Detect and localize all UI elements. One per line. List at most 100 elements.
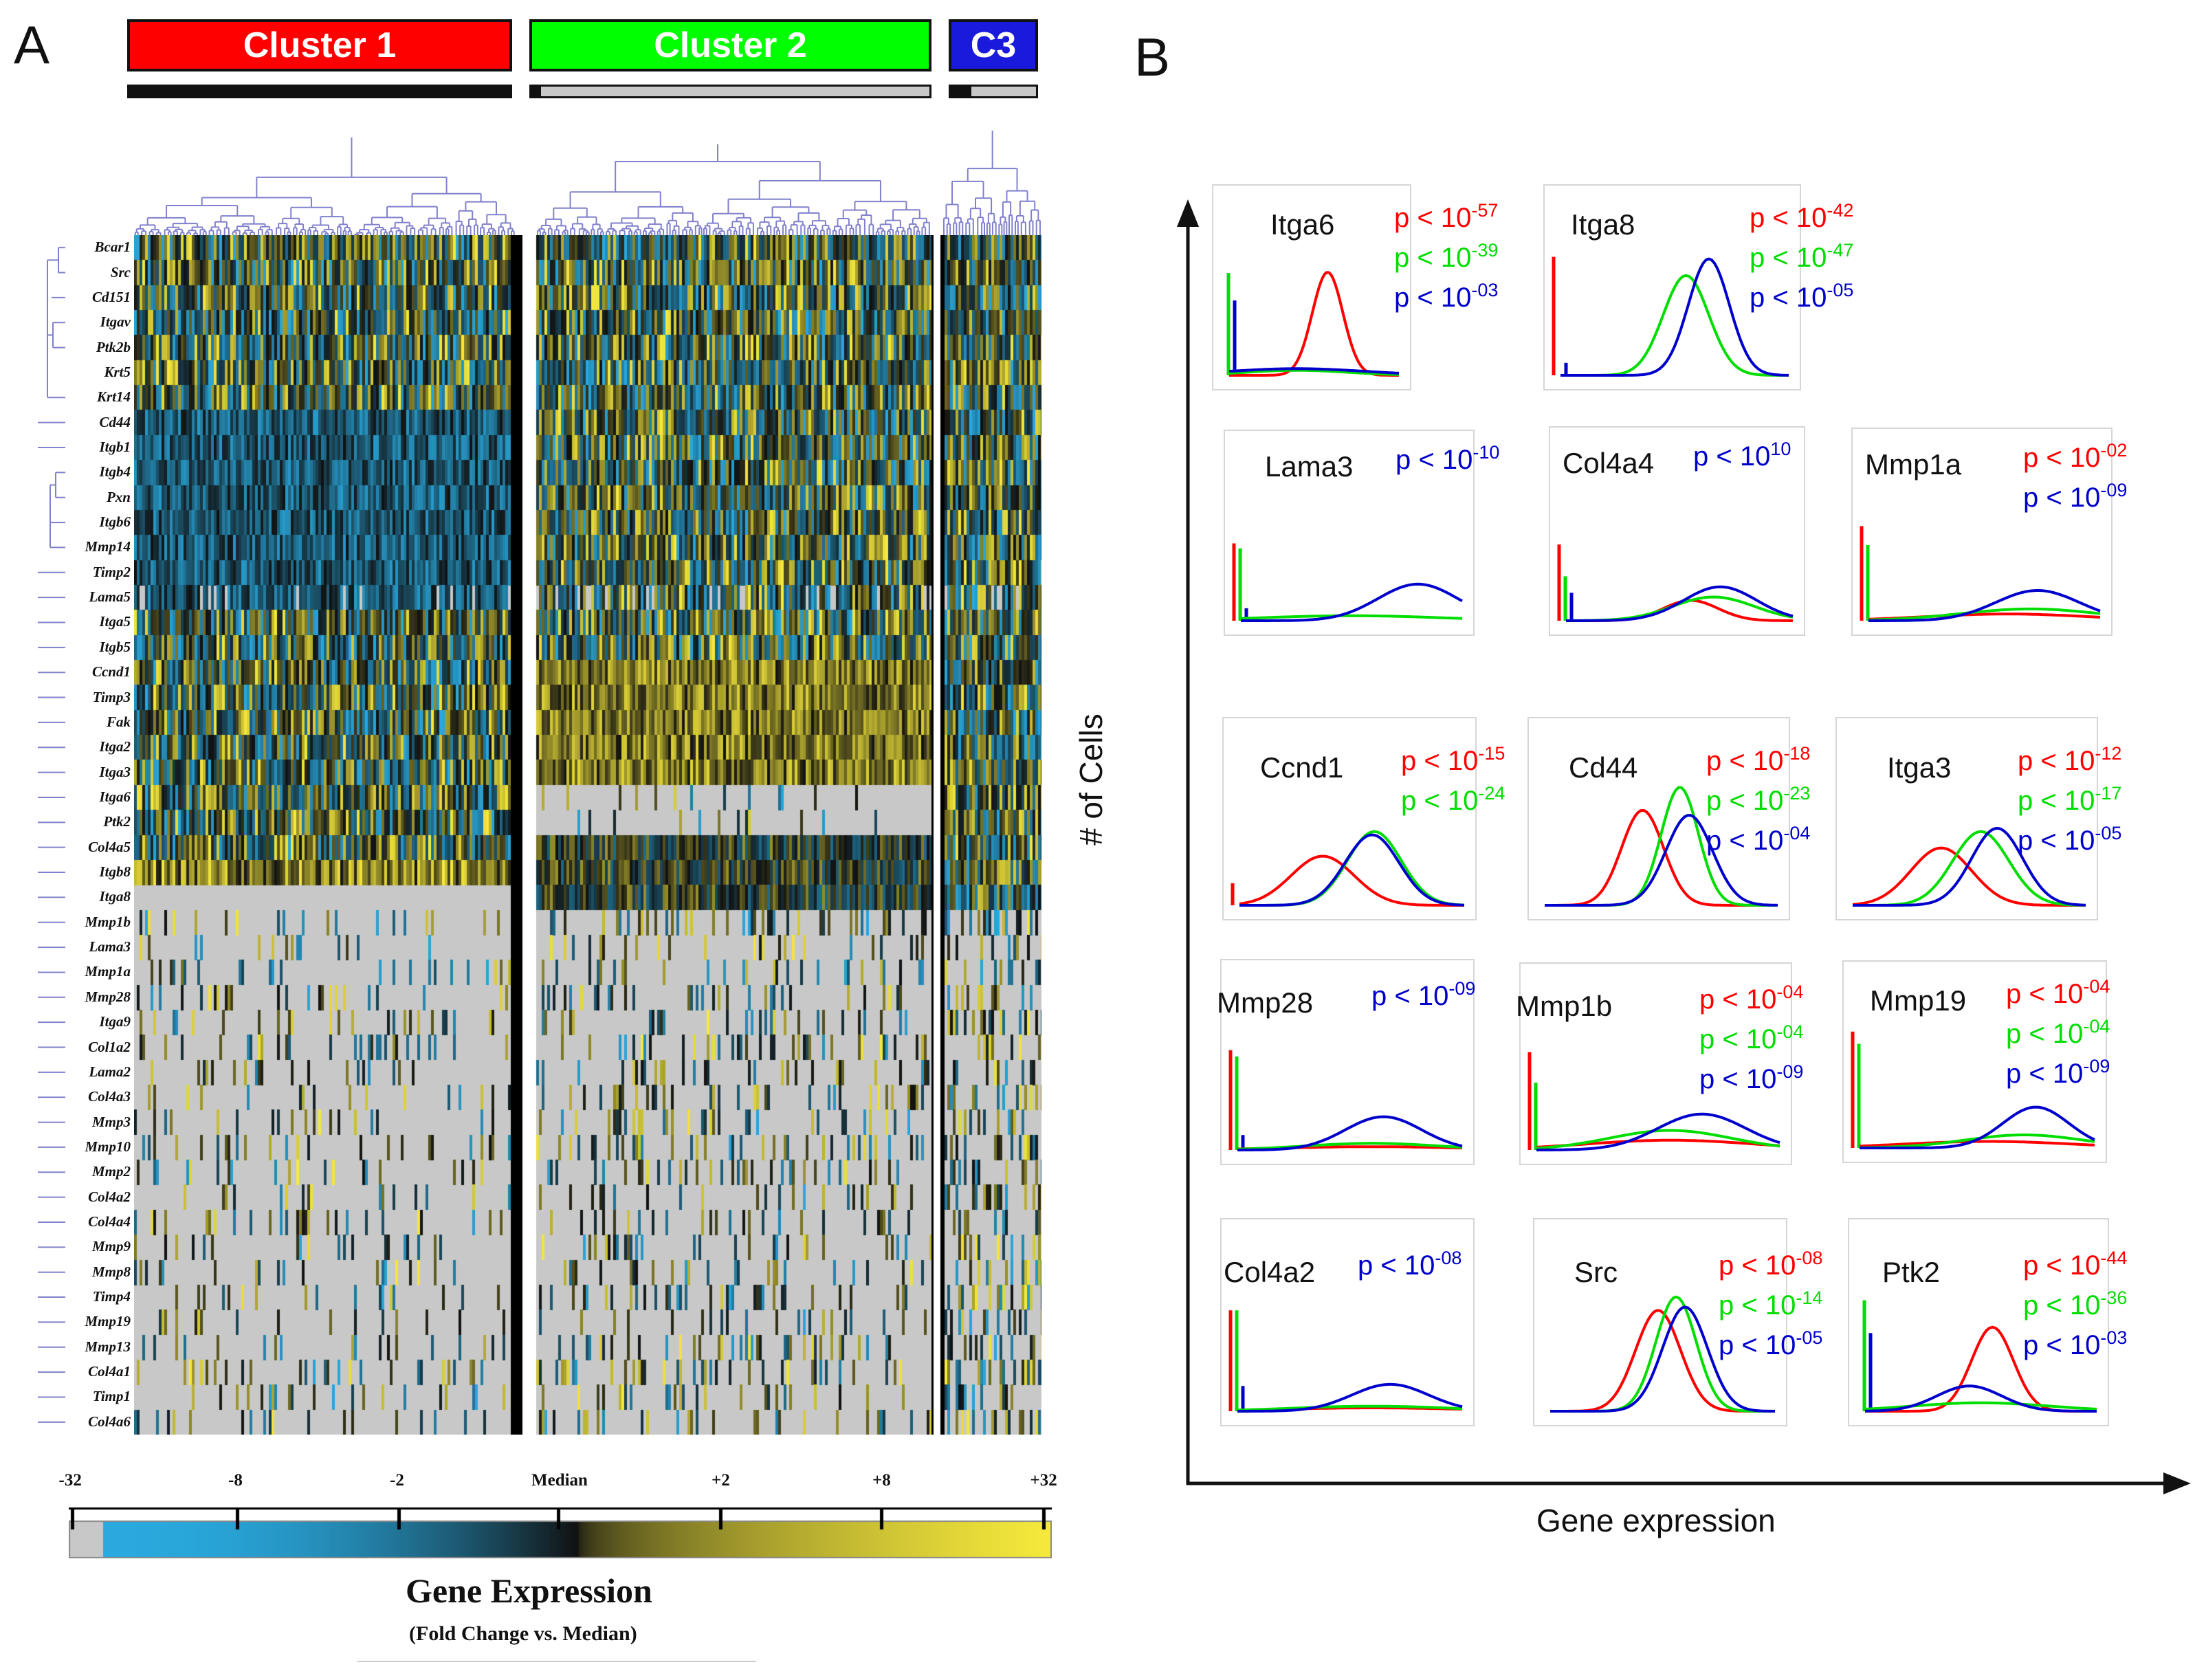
histogram-mmp1b <box>1519 962 1792 1165</box>
histogram-gene-label: Col4a2 <box>1224 1256 1316 1288</box>
histogram-plot <box>1228 1050 1463 1151</box>
gene-label: Cd44 <box>99 413 131 430</box>
density-curve <box>1229 271 1399 377</box>
gene-label: Timp1 <box>92 1388 131 1405</box>
cluster-3-membership-bar <box>949 85 1038 98</box>
gene-label: Timp3 <box>92 688 131 705</box>
histogram-mmp28 <box>1220 959 1475 1165</box>
histogram-gene-label: Mmp1a <box>1865 448 1962 480</box>
gene-label: Itga6 <box>99 788 131 805</box>
density-curve <box>1566 585 1794 622</box>
density-curve <box>1865 1325 2097 1413</box>
p-value-label: p < 10-08 <box>1358 1248 1462 1281</box>
histogram-gene-label: Mmp28 <box>1217 986 1314 1019</box>
gene-label: Col4a4 <box>88 1213 131 1230</box>
gene-label: Col4a5 <box>88 838 131 855</box>
p-value-label: p < 10-03 <box>1394 280 1499 313</box>
column-dendrogram <box>134 131 1041 237</box>
gene-label: Mmp3 <box>91 1113 131 1130</box>
gene-label: Itgb8 <box>99 863 131 881</box>
p-value-label: p < 10-10 <box>1396 442 1500 475</box>
histogram-plot <box>1862 1300 2097 1413</box>
p-value-label: p < 10-23 <box>1706 783 1811 816</box>
gene-label: Mmp19 <box>85 1313 131 1330</box>
cluster-1-membership-bar <box>127 85 512 98</box>
p-value-label: p < 10-05 <box>1750 280 1854 313</box>
gene-label: Itgb5 <box>99 638 131 655</box>
histogram-itga6 <box>1212 184 1411 390</box>
density-curve <box>1536 1129 1780 1150</box>
p-value-label: p < 10-04 <box>2006 976 2110 1009</box>
gene-label: Mmp2 <box>91 1163 131 1180</box>
histogram-plot <box>1851 1031 2095 1149</box>
density-curve <box>1545 808 1778 907</box>
p-value-label: p < 10-03 <box>2023 1327 2128 1360</box>
density-curve <box>1852 846 2086 907</box>
colorbar-tick-label: -8 <box>228 1471 243 1490</box>
p-value-label: p < 10-14 <box>1719 1287 1823 1320</box>
p-value-label: p < 10-04 <box>1706 823 1811 856</box>
histogram-col4a4 <box>1549 426 1805 636</box>
gene-label: Mmp14 <box>85 538 131 555</box>
gene-label: Col4a1 <box>88 1363 131 1380</box>
density-curve <box>1550 1305 1775 1413</box>
gene-label: Krt5 <box>104 363 131 380</box>
histogram-ccnd1 <box>1222 717 1477 920</box>
gene-label: Lama2 <box>89 1063 131 1080</box>
p-value-label: p < 10-47 <box>1750 240 1854 273</box>
histogram-gene-label: Mmp1b <box>1516 990 1613 1022</box>
histogram-mmp1a <box>1851 428 2113 636</box>
gene-label: Pxn <box>106 488 131 505</box>
histogram-plot <box>1860 526 2101 622</box>
gene-label: Timp4 <box>92 1288 131 1305</box>
cluster-2-header: Cluster 2 <box>529 19 931 71</box>
p-value-label: p < 10-18 <box>1706 743 1811 776</box>
histogram-ptk2 <box>1848 1218 2109 1426</box>
p-value-label: p < 1010 <box>1693 439 1791 472</box>
density-curve <box>1237 1115 1463 1151</box>
density-curve <box>1868 607 2101 621</box>
colorbar-tick-label: Median <box>531 1471 588 1490</box>
histogram-plot <box>1557 544 1794 622</box>
density-curve <box>1859 1140 2095 1148</box>
gene-label: Mmp13 <box>85 1338 131 1355</box>
colorbar-tick-label: -32 <box>58 1471 82 1490</box>
p-value-label: p < 10-09 <box>2023 480 2128 513</box>
cluster-3-label: C3 <box>970 25 1017 65</box>
gene-label: Itga2 <box>99 738 131 755</box>
gene-label: Krt14 <box>96 388 131 406</box>
density-curve <box>1237 1142 1463 1151</box>
panel-letter-b: B <box>1134 27 1171 87</box>
gene-label: Itgb4 <box>99 463 131 480</box>
gene-label: Col4a6 <box>88 1413 131 1430</box>
p-value-label: p < 10-02 <box>2023 440 2128 473</box>
x-axis-arrow <box>2163 1472 2191 1494</box>
histogram-itga8 <box>1543 184 1801 390</box>
density-curve <box>1545 813 1778 907</box>
gene-label: Mmp1b <box>85 913 131 930</box>
gene-label: Bcar1 <box>94 239 131 256</box>
gene-label: Cd151 <box>91 288 131 305</box>
density-curve <box>1550 1309 1775 1413</box>
histogram-gene-label: Lama3 <box>1265 450 1354 483</box>
histogram-gene-label: Itga8 <box>1571 208 1635 241</box>
histogram-gene-label: Cd44 <box>1569 751 1638 784</box>
cluster-2-membership-bar <box>529 85 931 98</box>
colorbar-subtitle: (Fold Change vs. Median) <box>409 1622 637 1645</box>
colorbar <box>69 1502 1052 1558</box>
histogram-plot <box>1552 256 1789 377</box>
p-value-label: p < 10-36 <box>2023 1287 2128 1320</box>
histogram-plot <box>1228 1310 1463 1413</box>
p-value-label: p < 10-08 <box>1719 1248 1823 1281</box>
cluster-2-label: Cluster 2 <box>654 25 807 65</box>
gene-label: Itga9 <box>99 1013 131 1030</box>
gene-label: Mmp8 <box>91 1263 131 1280</box>
histogram-gene-label: Itga6 <box>1270 208 1335 241</box>
histogram-gene-label: Itga3 <box>1887 751 1952 784</box>
heatmap <box>134 235 1041 1435</box>
histogram-cd44 <box>1527 717 1790 920</box>
gene-label: Src <box>110 263 131 280</box>
density-curve <box>1237 1382 1463 1413</box>
p-value-label: p < 10-09 <box>2006 1056 2110 1089</box>
